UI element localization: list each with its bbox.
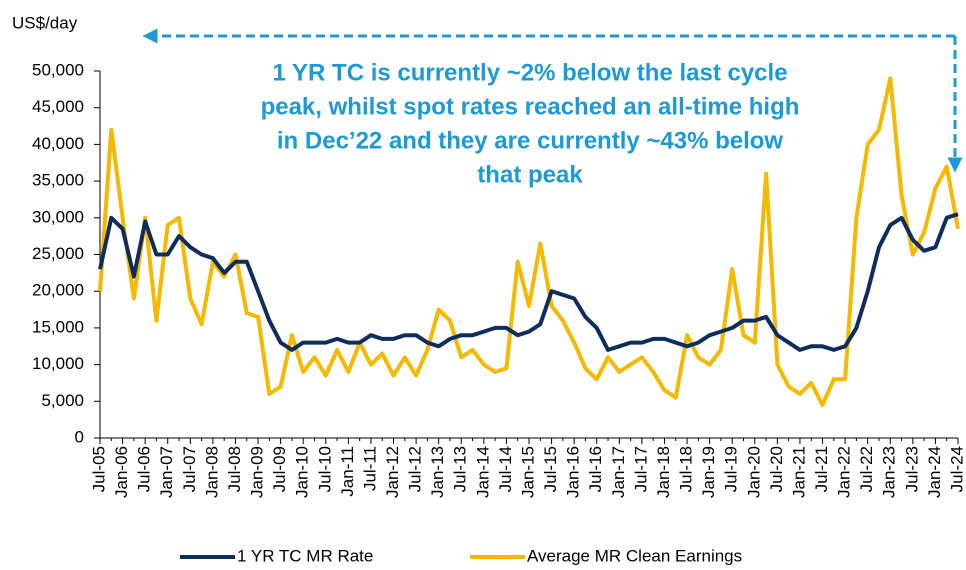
x-tick-label: Jul-06 <box>135 446 154 492</box>
x-tick-label: Jan-12 <box>383 446 402 498</box>
x-tick-label: Jul-19 <box>722 446 741 492</box>
x-tick-label: Jan-08 <box>202 446 221 498</box>
x-tick-label: Jul-23 <box>902 446 921 492</box>
y-tick-label: 10,000 <box>32 354 84 373</box>
y-tick-label: 50,000 <box>32 60 84 79</box>
x-tick-label: Jul-12 <box>406 446 425 492</box>
x-tick-label: Jan-13 <box>428 446 447 498</box>
x-tick-label: Jul-17 <box>631 446 650 492</box>
y-axis-label: US$/day <box>12 13 78 32</box>
x-tick-label: Jan-22 <box>835 446 854 498</box>
legend-label: Average MR Clean Earnings <box>527 546 742 565</box>
x-tick-label: Jul-21 <box>812 446 831 492</box>
x-tick-label: Jan-09 <box>248 446 267 498</box>
x-tick-label: Jul-09 <box>270 446 289 492</box>
x-tick-label: Jul-07 <box>180 446 199 492</box>
x-tick-label: Jan-10 <box>293 446 312 498</box>
x-tick-label: Jul-20 <box>767 446 786 492</box>
x-tick-label: Jan-19 <box>699 446 718 498</box>
x-tick-label: Jan-21 <box>789 446 808 498</box>
y-tick-label: 20,000 <box>32 281 84 300</box>
x-tick-label: Jan-24 <box>925 446 944 498</box>
x-tick-label: Jul-15 <box>541 446 560 492</box>
y-tick-label: 35,000 <box>32 171 84 190</box>
x-tick-label: Jul-13 <box>451 446 470 492</box>
y-tick-label: 15,000 <box>32 317 84 336</box>
x-tick-label: Jul-14 <box>496 446 515 492</box>
x-tick-label: Jul-16 <box>586 446 605 492</box>
x-tick-label: Jul-18 <box>677 446 696 492</box>
y-tick-label: 45,000 <box>32 97 84 116</box>
annotation: in Dec’22 and they are currently ~43% be… <box>277 127 784 154</box>
annotation: that peak <box>477 161 583 188</box>
x-tick-label: Jul-08 <box>225 446 244 492</box>
x-tick-label: Jan-18 <box>654 446 673 498</box>
legend-label: 1 YR TC MR Rate <box>237 546 373 565</box>
x-tick-label: Jan-06 <box>112 446 131 498</box>
y-tick-label: 30,000 <box>32 207 84 226</box>
x-tick-label: Jul-10 <box>315 446 334 492</box>
annotation: peak, whilst spot rates reached an all-t… <box>261 93 800 120</box>
y-tick-label: 40,000 <box>32 134 84 153</box>
x-tick-label: Jan-16 <box>564 446 583 498</box>
x-tick-label: Jan-11 <box>338 446 357 497</box>
x-tick-label: Jan-07 <box>157 446 176 498</box>
annotation: 1 YR TC is currently ~2% below the last … <box>272 59 787 86</box>
series-line <box>98 76 960 407</box>
x-tick-label: Jul-11 <box>360 446 379 491</box>
x-tick-label: Jul-24 <box>947 446 966 492</box>
x-tick-label: Jul-05 <box>89 446 108 492</box>
x-tick-label: Jan-20 <box>744 446 763 498</box>
y-tick-label: 5,000 <box>41 391 84 410</box>
y-tick-label: 0 <box>75 427 84 446</box>
x-tick-label: Jul-22 <box>857 446 876 492</box>
y-tick-label: 25,000 <box>32 244 84 263</box>
x-tick-label: Jan-14 <box>473 446 492 498</box>
x-tick-label: Jan-15 <box>518 446 537 498</box>
x-tick-label: Jan-17 <box>609 446 628 498</box>
x-tick-label: Jan-23 <box>880 446 899 498</box>
series-line <box>98 212 959 352</box>
